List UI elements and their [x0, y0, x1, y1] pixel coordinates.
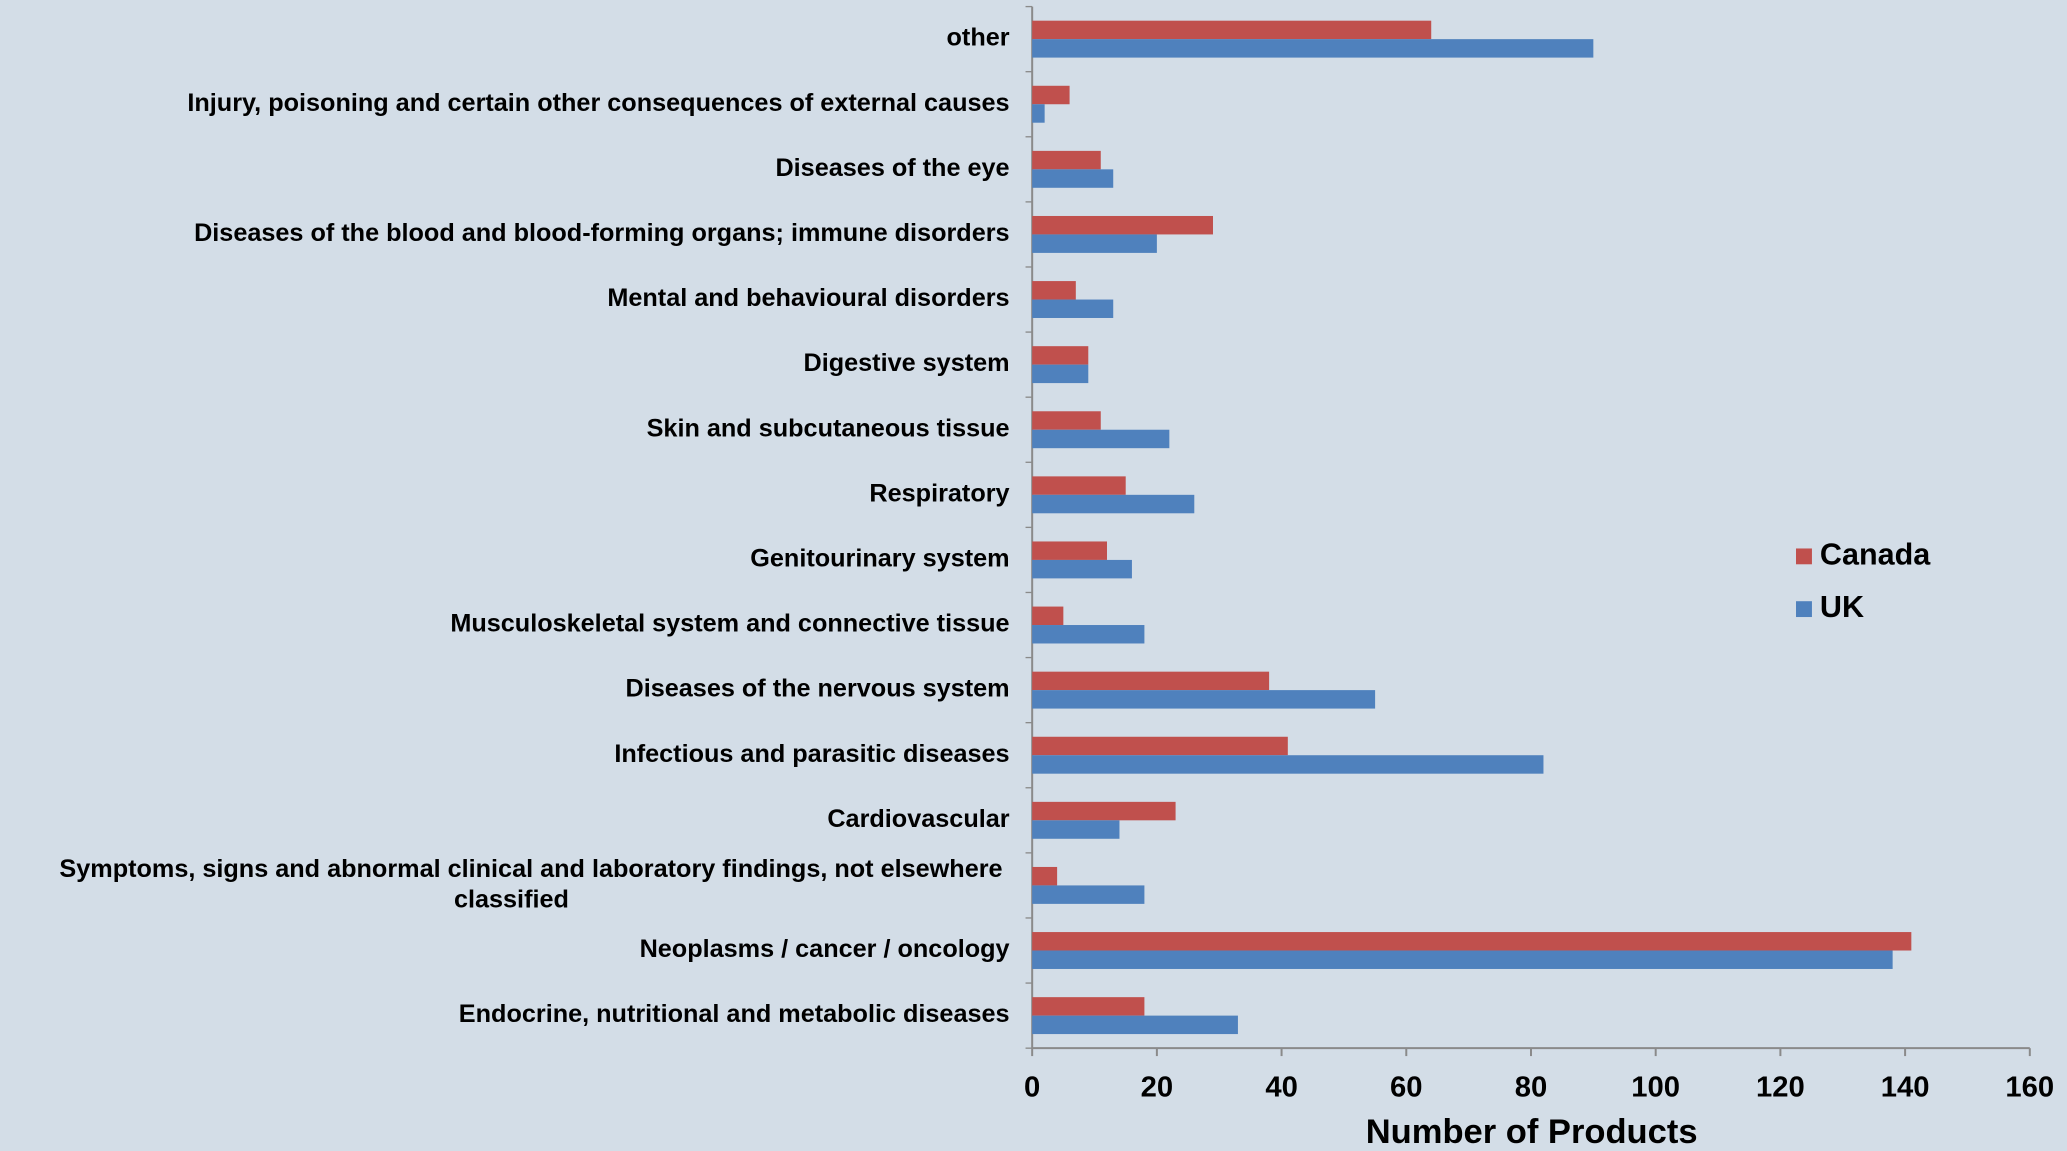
- category-label: Diseases of the eye: [775, 154, 1009, 182]
- x-tick-label: 80: [1515, 1072, 1548, 1104]
- bar: [1032, 541, 1107, 560]
- legend-label: UK: [1820, 590, 1864, 624]
- bar: [1032, 801, 1176, 821]
- bar: [1032, 169, 1114, 188]
- x-tick-label: 40: [1265, 1072, 1298, 1104]
- x-tick-label: 120: [1756, 1072, 1805, 1104]
- category-label: Symptoms, signs and abnormal clinical an…: [59, 855, 1009, 913]
- bar: [1032, 364, 1089, 384]
- bar: [1032, 215, 1213, 235]
- bar: [1032, 85, 1070, 105]
- bar: [1032, 866, 1058, 886]
- x-tick-label: 20: [1141, 1072, 1174, 1104]
- bar: [1032, 1015, 1238, 1035]
- bar: [1032, 736, 1288, 756]
- bar: [1032, 494, 1195, 514]
- category-label: Neoplasms / cancer / oncology: [640, 935, 1010, 963]
- legend-label: Canada: [1820, 537, 1931, 571]
- bar: [1032, 346, 1089, 365]
- bar: [1032, 559, 1132, 579]
- bar: [1032, 671, 1270, 691]
- x-tick-label: 160: [2005, 1072, 2054, 1104]
- bar: [1032, 932, 1912, 951]
- category-label: Genitourinary system: [750, 545, 1009, 573]
- category-label: Respiratory: [869, 480, 1009, 508]
- bar: [1032, 820, 1120, 839]
- x-tick-label: 60: [1390, 1072, 1423, 1104]
- bar: [1032, 950, 1893, 969]
- bar: [1032, 299, 1114, 318]
- category-label: Musculoskeletal system and connective ti…: [450, 610, 1009, 638]
- bar: [1032, 20, 1432, 40]
- bar: [1032, 429, 1170, 449]
- x-axis-title: Number of Products: [1366, 1113, 1698, 1151]
- bar: [1032, 39, 1594, 58]
- category-label: other: [947, 24, 1010, 52]
- legend-swatch: [1796, 548, 1812, 565]
- category-label: Endocrine, nutritional and metabolic dis…: [459, 1000, 1010, 1028]
- bar: [1032, 476, 1126, 495]
- legend-swatch: [1796, 601, 1812, 618]
- bar: [1032, 150, 1101, 170]
- category-label: Skin and subcutaneous tissue: [647, 414, 1010, 442]
- x-tick-label: 140: [1881, 1072, 1930, 1104]
- bar: [1032, 690, 1376, 709]
- category-label: Injury, poisoning and certain other cons…: [187, 89, 1009, 117]
- bar: [1032, 281, 1076, 300]
- category-label: Diseases of the nervous system: [626, 675, 1010, 703]
- category-label: Diseases of the blood and blood-forming …: [194, 219, 1010, 247]
- category-label: Mental and behavioural disorders: [607, 284, 1009, 312]
- bar: [1032, 997, 1145, 1016]
- category-label: Infectious and parasitic diseases: [614, 740, 1009, 768]
- bar: [1032, 885, 1145, 904]
- bar: [1032, 755, 1544, 774]
- category-label: Digestive system: [804, 349, 1010, 377]
- bar: [1032, 606, 1064, 626]
- bar: [1032, 625, 1145, 644]
- bar: [1032, 234, 1157, 253]
- bar: [1032, 104, 1045, 123]
- bar: [1032, 411, 1101, 430]
- x-tick-label: 100: [1631, 1072, 1680, 1104]
- category-label: Cardiovascular: [827, 805, 1009, 833]
- x-tick-label: 0: [1024, 1072, 1040, 1104]
